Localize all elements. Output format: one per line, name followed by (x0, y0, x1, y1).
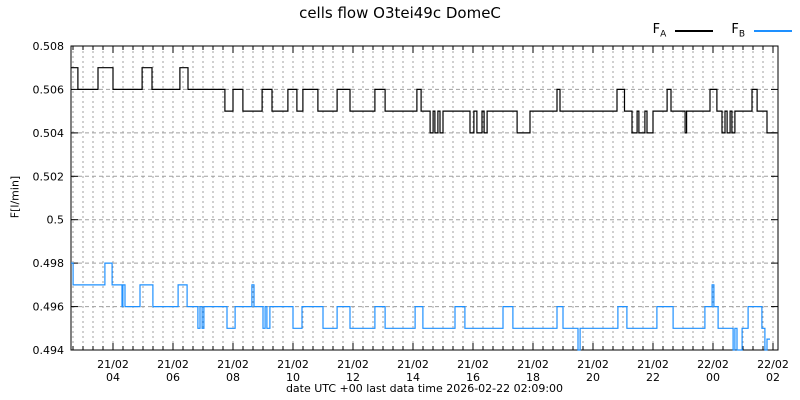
x-tick-label: 21/02 (97, 358, 129, 371)
x-tick-label: 08 (226, 371, 240, 384)
x-tick-label: 06 (166, 371, 180, 384)
x-tick-label: 21/02 (217, 358, 249, 371)
x-tick-label: 16 (466, 371, 480, 384)
x-tick-label: 04 (106, 371, 120, 384)
x-tick-label: 21/02 (337, 358, 369, 371)
series-line-fa (71, 67, 777, 134)
legend-line-sample-fb (754, 29, 792, 32)
x-tick-label: 22/02 (697, 358, 729, 371)
x-tick-label: 10 (286, 371, 300, 384)
x-tick-label: 21/02 (637, 358, 669, 371)
x-tick-label: 12 (346, 371, 360, 384)
plot-border (70, 45, 779, 351)
grid-lines (71, 45, 778, 351)
x-tick-label: 21/02 (157, 358, 189, 371)
chart-title: cells flow O3tei49c DomeC (299, 4, 501, 22)
x-tick-label: 00 (706, 371, 720, 384)
legend-label-fb: FB (731, 22, 745, 40)
x-axis-caption: date UTC +00 last data time 2026-02-22 0… (285, 382, 564, 395)
x-tick-label: 21/02 (457, 358, 489, 371)
series-line-fb (71, 262, 770, 351)
x-tick-label: 21/02 (517, 358, 549, 371)
x-tick-label: 21/02 (397, 358, 429, 371)
legend-item-fa: FA (653, 22, 714, 40)
y-tick-label: 0.502 (33, 170, 65, 183)
y-ticks (71, 45, 778, 351)
x-ticks (72, 46, 774, 350)
y-tick-label: 0.508 (33, 40, 65, 53)
y-tick-label: 0.504 (33, 127, 65, 140)
legend-line-sample-fa (675, 29, 714, 32)
x-tick-labels: 21/020421/020621/020821/021021/021221/02… (97, 358, 789, 384)
y-tick-label: 0.494 (33, 344, 65, 357)
x-tick-label: 22 (646, 371, 660, 384)
legend-label-fa: FA (652, 22, 667, 40)
legend-item-fb: FB (731, 22, 792, 40)
y-tick-label: 0.5 (47, 214, 65, 227)
y-tick-label: 0.496 (33, 301, 65, 314)
legend: FA FB (653, 22, 792, 40)
y-tick-labels: 0.494 0.496 0.498 0.5 0.502 0.504 0.506 0.508 (33, 40, 65, 357)
x-tick-label: 21/02 (577, 358, 609, 371)
x-tick-label: 18 (526, 371, 540, 384)
x-tick-label: 21/02 (277, 358, 309, 371)
x-tick-label: 20 (586, 371, 600, 384)
x-tick-label: 14 (406, 371, 420, 384)
x-tick-label: 22/02 (757, 358, 789, 371)
y-tick-label: 0.506 (33, 83, 65, 96)
x-tick-label: 02 (766, 371, 780, 384)
y-tick-label: 0.498 (33, 257, 65, 270)
